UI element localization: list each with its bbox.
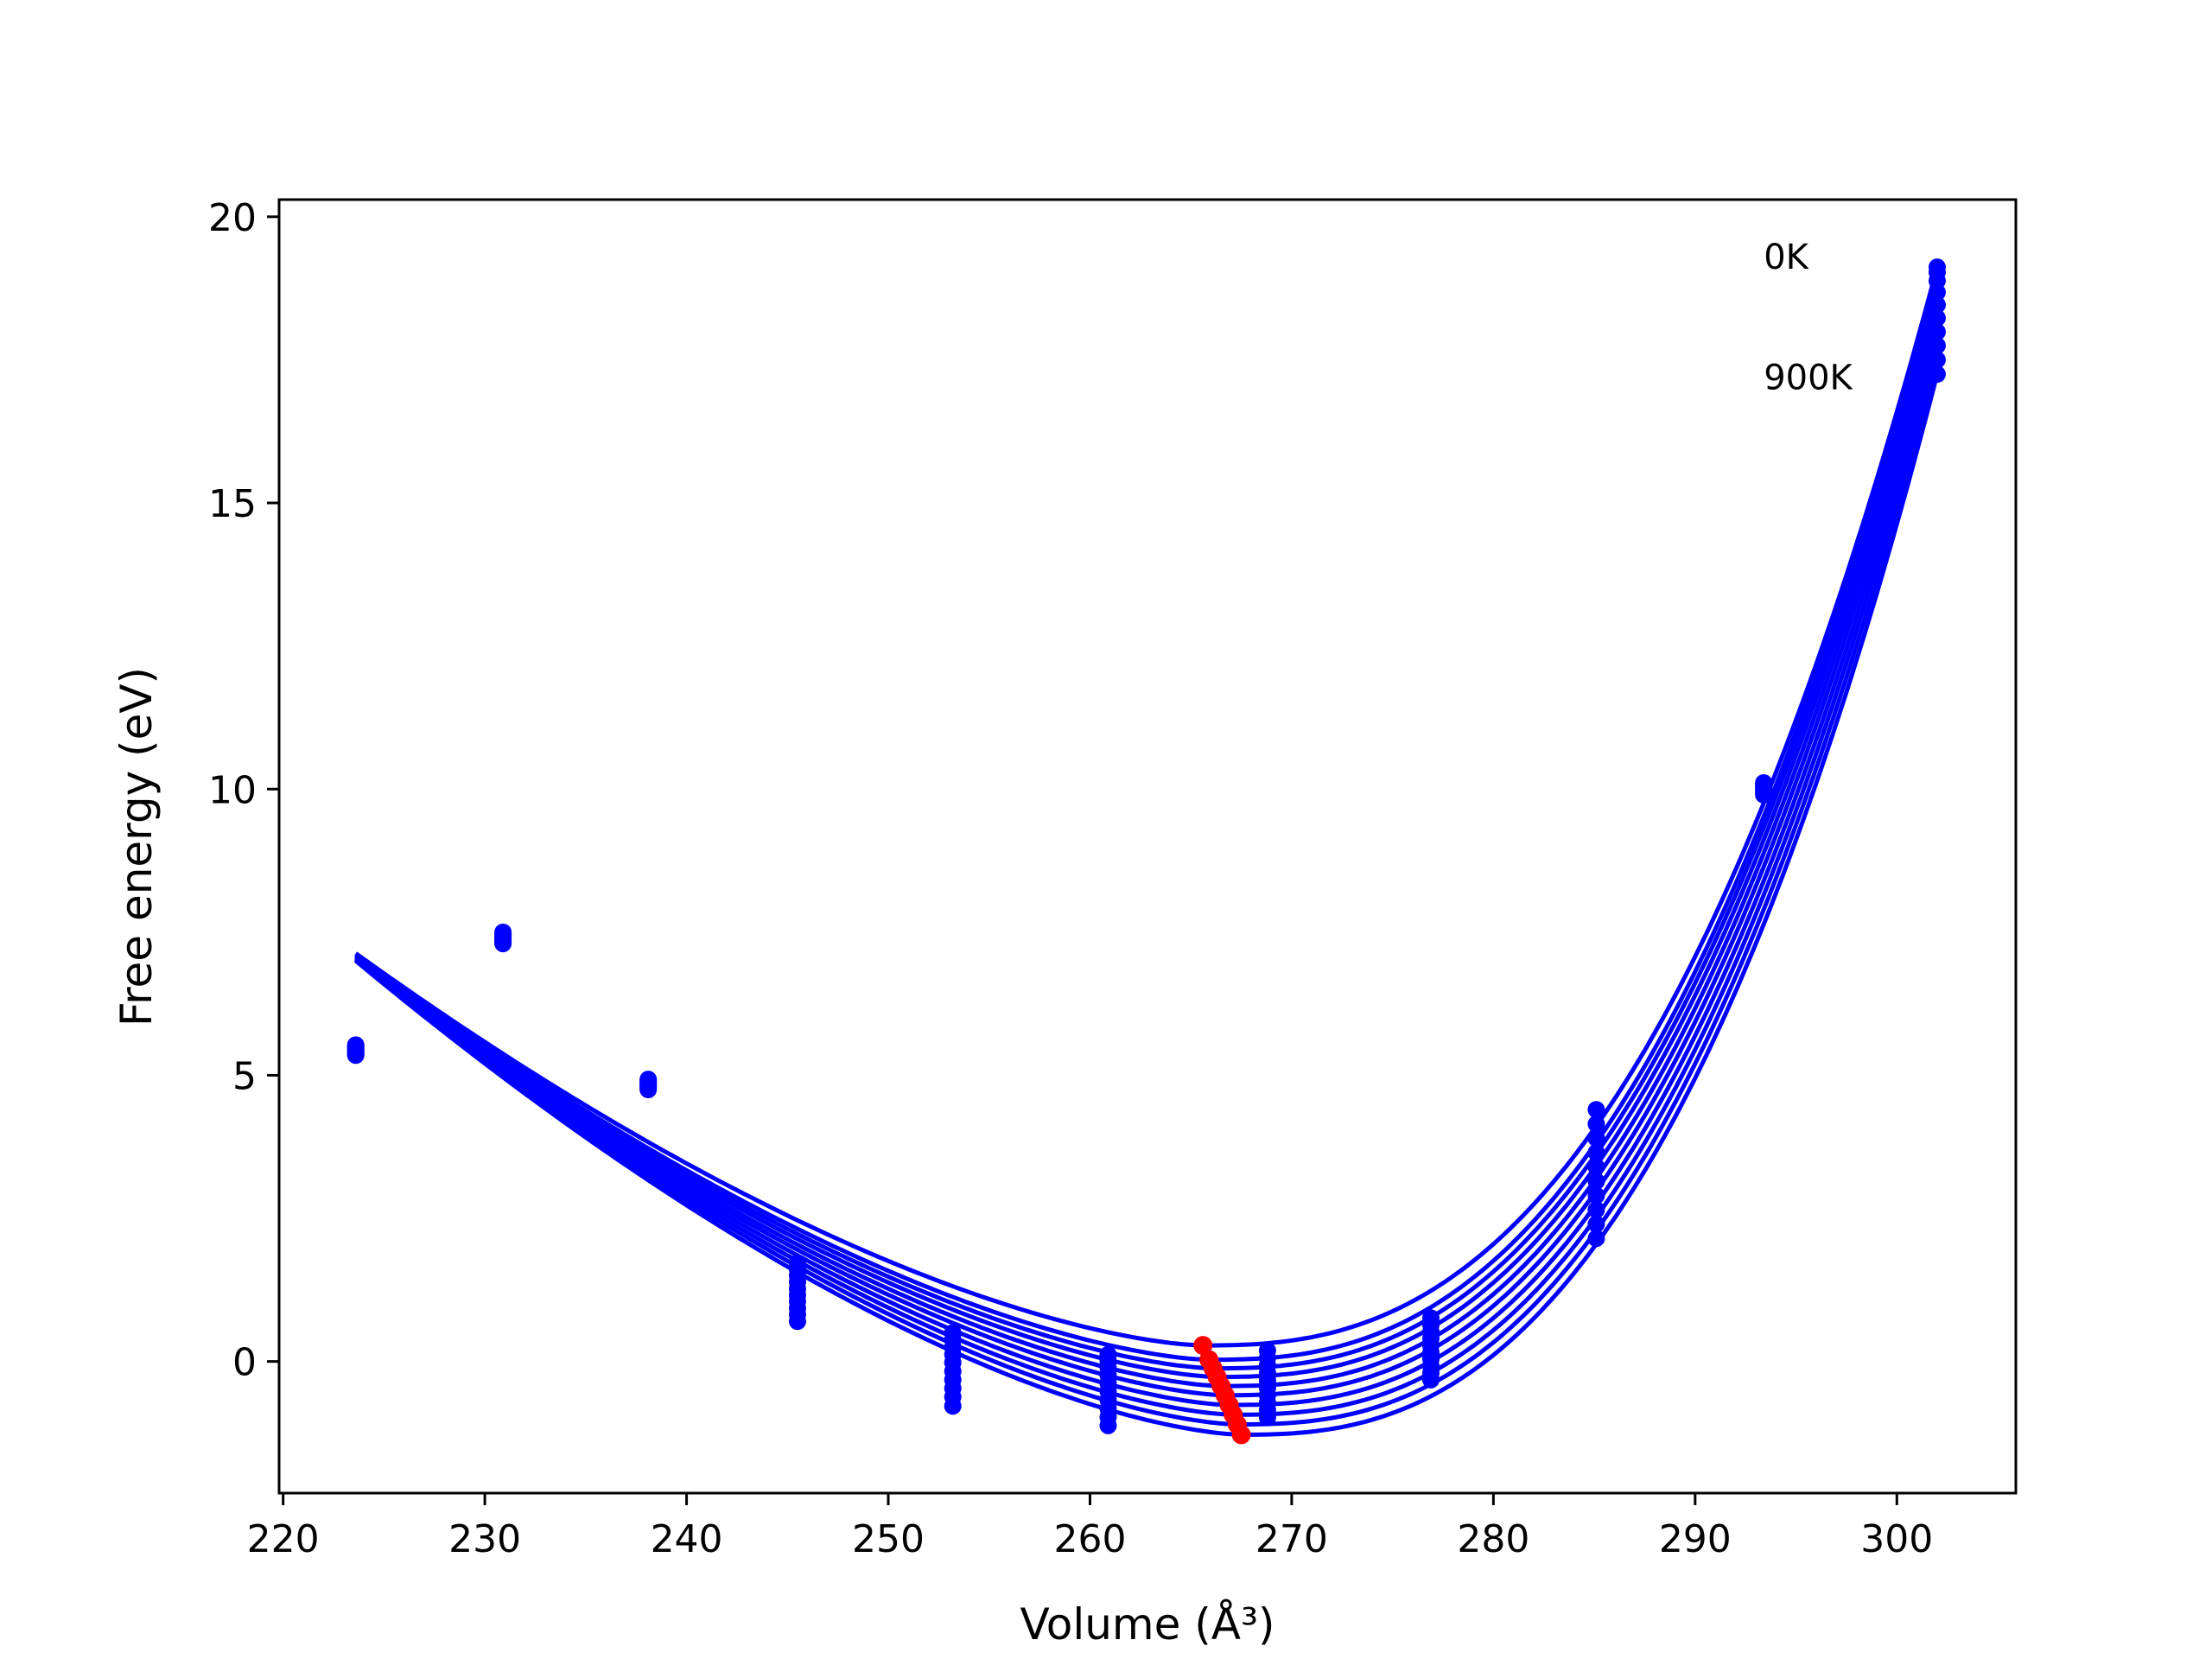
y-tick-label: 15 — [208, 482, 257, 526]
data-point-500K — [1928, 296, 1946, 314]
data-point-900K — [494, 923, 512, 941]
minimum-point-900K — [1231, 1425, 1251, 1445]
data-point-900K — [1421, 1309, 1440, 1327]
data-point-900K — [1755, 773, 1773, 791]
data-point-0K — [1928, 365, 1946, 384]
fit-curve-200K — [354, 345, 1940, 1417]
x-axis-label: Volume (Å³) — [1020, 1599, 1274, 1649]
x-tick-label: 290 — [1659, 1517, 1732, 1561]
data-point-200K — [1928, 336, 1946, 354]
fit-curve-300K — [354, 331, 1940, 1408]
data-point-800K — [1587, 1115, 1605, 1133]
fit-curve-700K — [354, 280, 1940, 1371]
x-tick-label: 300 — [1860, 1517, 1933, 1561]
data-point-300K — [1587, 1186, 1605, 1205]
fit-curve-0K — [354, 373, 1940, 1437]
fit-curve-900K — [354, 266, 1940, 1348]
fit-curve-400K — [354, 317, 1940, 1398]
x-tick-label: 230 — [448, 1517, 521, 1561]
fit-curve-800K — [354, 271, 1940, 1363]
data-point-600K — [1587, 1143, 1605, 1161]
data-point-300K — [1928, 323, 1946, 341]
x-tick-label: 280 — [1457, 1517, 1529, 1561]
x-tick-label: 260 — [1053, 1517, 1126, 1561]
annotation-label: 0K — [1764, 238, 1809, 277]
x-axis-ticks: 220 230 240 250 260 270 280 290 300 — [247, 1493, 1933, 1561]
data-point-900K — [639, 1071, 658, 1089]
data-point-700K — [1587, 1129, 1605, 1147]
data-point-900K — [1587, 1101, 1605, 1119]
x-tick-label: 240 — [651, 1517, 723, 1561]
data-point-900K — [346, 1036, 365, 1054]
y-tick-label: 20 — [208, 196, 257, 240]
data-points-group — [346, 258, 1946, 1434]
y-tick-label: 0 — [232, 1341, 257, 1385]
y-tick-label: 10 — [208, 768, 257, 812]
data-point-200K — [1587, 1201, 1605, 1219]
annotation-label: 900K — [1764, 358, 1853, 397]
x-tick-label: 220 — [247, 1517, 320, 1561]
plot-frame — [277, 198, 2018, 1495]
fit-curve-600K — [354, 291, 1940, 1379]
data-point-100K — [1928, 351, 1946, 369]
annotations-group: 0K 900K — [1764, 238, 1853, 397]
data-point-400K — [1587, 1172, 1605, 1190]
data-point-0K — [1587, 1230, 1605, 1248]
data-point-500K — [1587, 1158, 1605, 1176]
fit-curve-500K — [354, 304, 1940, 1389]
x-tick-label: 250 — [852, 1517, 925, 1561]
data-point-900K — [1099, 1345, 1117, 1363]
data-point-900K — [788, 1254, 806, 1272]
y-axis-ticks: 0 5 10 15 20 — [208, 196, 279, 1385]
minimum-point-0K — [1193, 1336, 1213, 1356]
y-axis-label: Free energy (eV) — [111, 667, 162, 1027]
data-point-900K — [1928, 258, 1946, 276]
data-point-400K — [1928, 309, 1946, 327]
data-point-100K — [1587, 1215, 1605, 1233]
fit-curve-100K — [354, 359, 1940, 1427]
fit-curves-group — [354, 266, 1940, 1437]
data-point-900K — [1258, 1342, 1276, 1360]
data-point-900K — [944, 1324, 962, 1342]
x-tick-label: 270 — [1255, 1517, 1328, 1561]
minima-points-group — [1193, 1336, 1251, 1445]
y-tick-label: 5 — [232, 1054, 257, 1098]
